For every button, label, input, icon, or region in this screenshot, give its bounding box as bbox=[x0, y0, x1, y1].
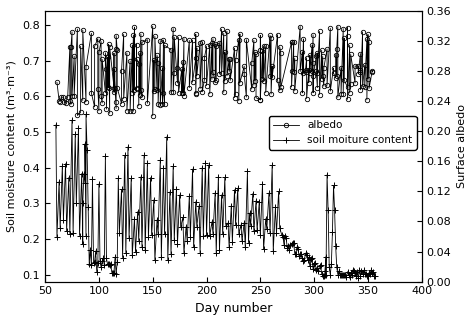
Y-axis label: Surface albedo: Surface albedo bbox=[457, 104, 467, 188]
Line: soil moiture content: soil moiture content bbox=[53, 112, 378, 281]
albedo bbox=[61, 95, 66, 99]
Y-axis label: Soil moisture content (m³·m⁻³): Soil moisture content (m³·m⁻³) bbox=[7, 60, 17, 232]
soil moiture content bbox=[219, 193, 225, 197]
albedo bbox=[369, 70, 375, 74]
soil moiture content bbox=[151, 198, 156, 202]
soil moiture content bbox=[168, 252, 174, 256]
soil moiture content bbox=[83, 112, 89, 116]
albedo bbox=[197, 87, 203, 90]
X-axis label: Day number: Day number bbox=[195, 302, 272, 315]
soil moiture content bbox=[356, 276, 361, 280]
albedo bbox=[252, 50, 258, 54]
albedo bbox=[362, 63, 367, 67]
albedo bbox=[150, 24, 155, 28]
soil moiture content bbox=[226, 245, 232, 249]
soil moiture content bbox=[373, 274, 378, 278]
albedo bbox=[132, 25, 137, 29]
Line: albedo: albedo bbox=[55, 24, 374, 118]
Legend: albedo, soil moiture content: albedo, soil moiture content bbox=[269, 116, 417, 149]
soil moiture content bbox=[53, 123, 59, 127]
albedo bbox=[335, 25, 341, 29]
soil moiture content bbox=[80, 201, 86, 205]
albedo bbox=[150, 114, 155, 118]
soil moiture content bbox=[95, 261, 100, 265]
albedo bbox=[54, 80, 60, 84]
